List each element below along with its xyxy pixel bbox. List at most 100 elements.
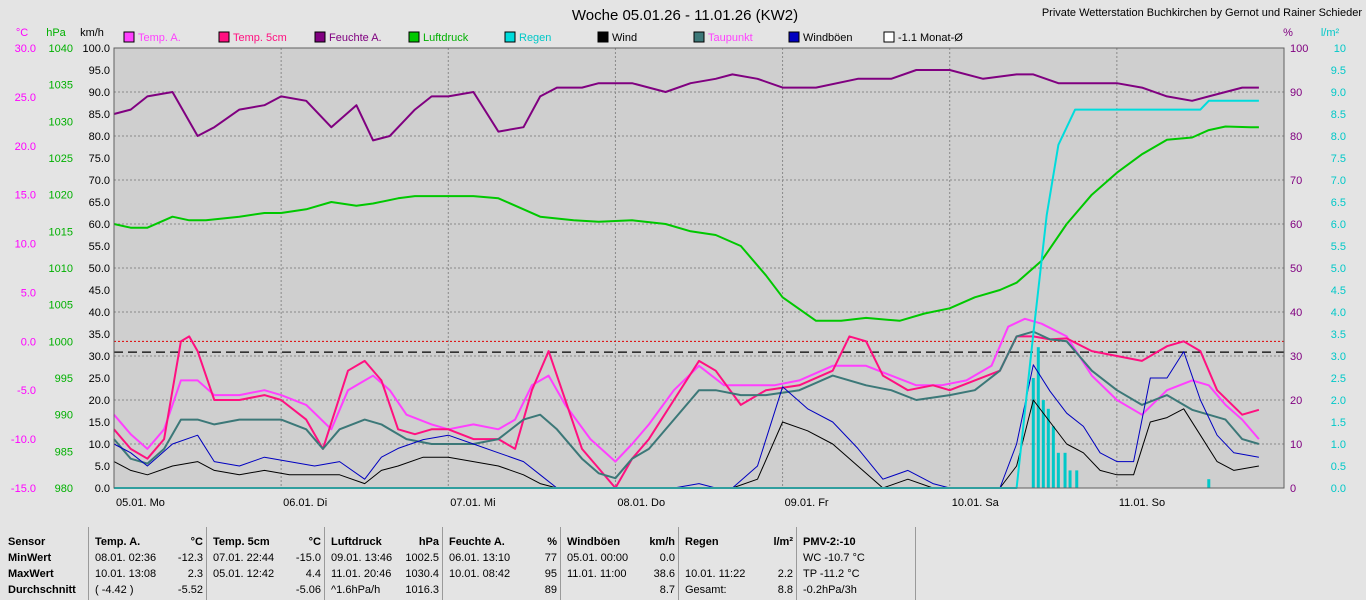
legend-swatch (788, 31, 800, 43)
humidity-tick-label: 0 (1290, 483, 1296, 495)
wind-tick-label: 85.0 (89, 109, 110, 121)
humidity-tick-label: 80 (1290, 131, 1302, 143)
column-temp-a: Temp. A. °C 08.01. 02:36 -12.3 10.01. 13… (88, 527, 207, 600)
avg-note: Gesamt: (685, 584, 727, 596)
rain-bar (1207, 479, 1211, 488)
column-header: Temp. A. (95, 536, 141, 548)
chart-title: Woche 05.01.26 - 11.01.26 (KW2) (572, 7, 798, 24)
legend-swatch (314, 31, 326, 43)
row-label-max: MaxWert (8, 568, 54, 580)
rain-tick-label: 2.5 (1331, 373, 1346, 385)
rain-tick-label: 6.5 (1331, 197, 1346, 209)
rain-tick-label: 1.0 (1331, 439, 1346, 451)
x-tick-label: 07.01. Mi (450, 497, 495, 509)
min-time: 08.01. 02:36 (95, 552, 157, 564)
temp-tick-label: 20.0 (15, 141, 36, 153)
rain-bar (1031, 378, 1035, 488)
series-line-regen (114, 99, 1259, 489)
avg-value: 1016.3 (405, 584, 439, 596)
wind-tick-label: 90.0 (89, 87, 110, 99)
rain-axis-unit: l/m² (1321, 27, 1340, 39)
column-header: Windböen (567, 536, 621, 548)
wind-tick-label: 80.0 (89, 131, 110, 143)
max-time: 10.01. 11:22 (685, 568, 746, 580)
legend-label: -1.1 Monat-Ø (898, 32, 963, 44)
row-label-sensor: Sensor (8, 536, 46, 548)
legend-swatch (693, 31, 705, 43)
max-value: 4.4 (305, 568, 321, 580)
column-pressure: Luftdruck hPa 09.01. 13:46 1002.5 11.01.… (324, 527, 443, 600)
series-line-feuchte-a- (113, 69, 1259, 142)
avg-value: 8.8 (777, 584, 793, 596)
avg-note: ^1.6hPa/h (331, 584, 381, 596)
rain-tick-label: 3.5 (1331, 329, 1346, 341)
series-line-taupunkt (113, 330, 1260, 480)
min-time: 05.01. 00:00 (567, 552, 629, 564)
legend-swatch (597, 31, 609, 43)
column-unit: °C (308, 536, 321, 548)
wind-tick-label: 30.0 (89, 351, 110, 363)
wind-tick-label: 95.0 (89, 65, 110, 77)
rain-tick-label: 0.0 (1331, 483, 1346, 495)
humidity-tick-label: 10 (1290, 439, 1302, 451)
humidity-tick-label: 90 (1290, 87, 1302, 99)
rain-tick-label: 6.0 (1331, 219, 1346, 231)
wind-tick-label: 50.0 (89, 263, 110, 275)
wind-tick-label: 70.0 (89, 175, 110, 187)
legend-swatch (408, 31, 420, 43)
pmv-pressure-trend: -0.2hPa/3h (803, 584, 857, 596)
rain-bar (1056, 452, 1060, 488)
legend-label: Feuchte A. (329, 32, 382, 44)
rain-tick-label: 2.0 (1331, 395, 1346, 407)
humidity-tick-label: 60 (1290, 219, 1302, 231)
wind-tick-label: 15.0 (89, 417, 110, 429)
wind-tick-label: 75.0 (89, 153, 110, 165)
column-header: Temp. 5cm (213, 536, 270, 548)
column-unit: °C (190, 536, 203, 548)
pressure-tick-label: 985 (55, 446, 73, 458)
column-rain: Regen l/m² 10.01. 11:22 2.2 Gesamt: 8.8 (678, 527, 797, 600)
wind-axis-unit: km/h (80, 27, 104, 39)
temp-axis-unit: °C (16, 27, 28, 39)
temp-tick-label: -5.0 (17, 385, 36, 397)
min-value: 77 (544, 552, 557, 564)
wind-tick-label: 45.0 (89, 285, 110, 297)
weather-chart: 30.0 25.0 20.0 15.0 10.0 5.0 0.0 -5.0 -10.0 -15.0… (11, 7, 1362, 509)
pressure-tick-label: 1040 (49, 43, 73, 55)
max-time: 11.01. 20:46 (331, 568, 392, 580)
rain-tick-label: 5.0 (1331, 263, 1346, 275)
rain-tick-label: 1.5 (1331, 417, 1346, 429)
rain-tick-label: 5.5 (1331, 241, 1346, 253)
rain-bar (1063, 452, 1067, 488)
legend-swatch (883, 31, 895, 43)
min-value: -12.3 (177, 552, 203, 564)
pressure-tick-label: 990 (55, 410, 73, 422)
rain-bar (1068, 470, 1072, 488)
legend-label: Regen (519, 32, 551, 44)
x-tick-label: 05.01. Mo (116, 497, 165, 509)
rain-tick-label: 9.0 (1331, 87, 1346, 99)
temp-tick-label: 5.0 (21, 287, 36, 299)
series-line-temp-a- (113, 317, 1260, 463)
min-value: 0.0 (659, 552, 675, 564)
row-label-avg: Durchschnitt (8, 584, 76, 596)
column-unit: l/m² (773, 536, 793, 548)
pressure-tick-label: 1030 (49, 116, 73, 128)
wind-tick-label: 5.0 (95, 461, 110, 473)
legend-label: Luftdruck (423, 32, 469, 44)
max-value: 2.2 (777, 568, 793, 580)
rain-tick-label: 4.0 (1331, 307, 1346, 319)
pmv-header: PMV-2:-10 (803, 536, 856, 548)
max-value: 95 (544, 568, 557, 580)
pmv-wind-chill: WC -10.7 °C (803, 552, 865, 564)
x-tick-label: 09.01. Fr (785, 497, 829, 509)
temp-tick-label: 15.0 (15, 190, 36, 202)
row-label-min: MinWert (8, 552, 52, 564)
column-humidity: Feuchte A. % 06.01. 13:10 77 10.01. 08:4… (442, 527, 561, 600)
column-header: Luftdruck (331, 536, 382, 548)
humidity-tick-label: 100 (1290, 43, 1308, 55)
legend-label: Temp. 5cm (233, 32, 287, 44)
pressure-tick-label: 1015 (49, 226, 73, 238)
column-header: Regen (685, 536, 719, 548)
